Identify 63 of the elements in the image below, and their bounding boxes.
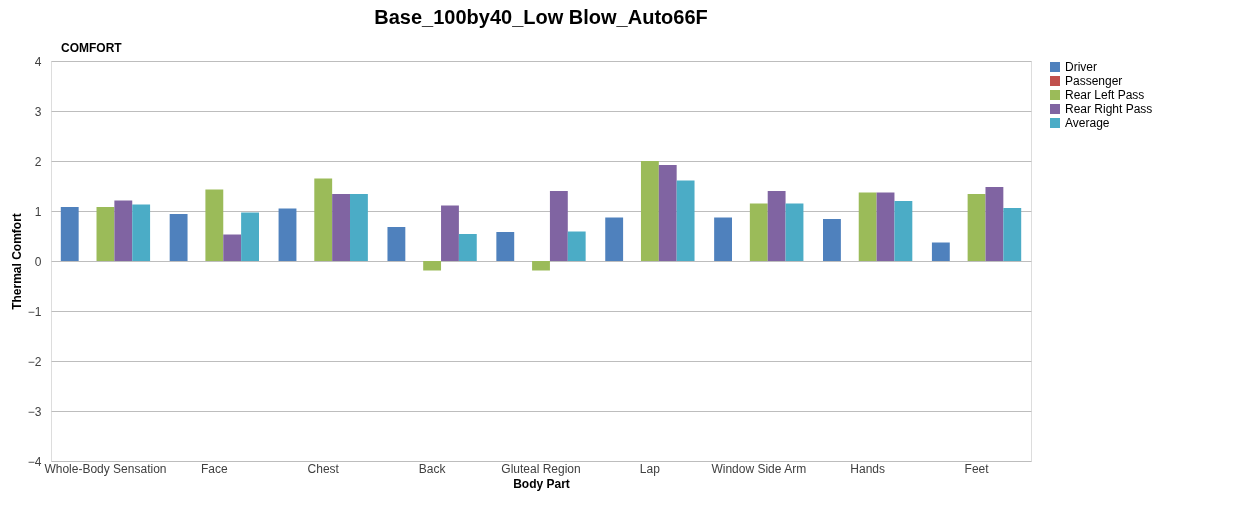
bar bbox=[332, 194, 351, 261]
legend-label: Average bbox=[1065, 116, 1110, 130]
y-tick-label: −2 bbox=[27, 354, 42, 369]
x-tick-label: Feet bbox=[964, 461, 990, 476]
y-tick-label: −3 bbox=[27, 404, 42, 419]
y-tick-label: 0 bbox=[34, 254, 42, 269]
y-tick-label: 4 bbox=[34, 54, 42, 69]
bar bbox=[223, 234, 242, 261]
bar bbox=[169, 214, 188, 261]
bar bbox=[823, 219, 841, 261]
bar bbox=[605, 217, 624, 261]
text: COMFORT bbox=[61, 41, 123, 55]
x-tick-label: Face bbox=[200, 461, 228, 476]
bar bbox=[132, 204, 151, 261]
x-tick-label: Gluteal Region bbox=[501, 461, 581, 476]
y-axis-title: Thermal Comfort bbox=[9, 213, 24, 310]
bar bbox=[278, 208, 297, 261]
bar bbox=[749, 203, 768, 261]
y-tick-label: 3 bbox=[34, 104, 42, 119]
bar bbox=[458, 234, 477, 261]
bar bbox=[314, 178, 333, 261]
bar bbox=[640, 161, 659, 261]
x-tick-label: Back bbox=[418, 461, 447, 476]
legend-label: Passenger bbox=[1065, 74, 1123, 88]
y-tick-label: −1 bbox=[27, 304, 42, 319]
bar bbox=[441, 205, 459, 261]
chart-title: Base_100by40_Low Blow_Auto66F bbox=[374, 6, 708, 28]
bar bbox=[241, 212, 259, 261]
legend-label: Driver bbox=[1065, 60, 1097, 74]
x-tick-label: Window Side Arm bbox=[711, 461, 807, 476]
bar bbox=[532, 261, 550, 271]
bar bbox=[785, 203, 804, 261]
bar bbox=[496, 232, 515, 261]
bar bbox=[658, 165, 677, 261]
bar bbox=[350, 194, 368, 261]
bar bbox=[387, 227, 406, 261]
bar bbox=[60, 207, 79, 261]
bar bbox=[205, 189, 224, 261]
bar bbox=[676, 180, 695, 261]
bar bbox=[567, 231, 586, 261]
bar bbox=[714, 217, 732, 261]
y-tick-label: 2 bbox=[34, 154, 42, 169]
legend-label: Rear Left Pass bbox=[1065, 88, 1145, 102]
bar bbox=[1003, 208, 1022, 261]
bar bbox=[967, 194, 986, 261]
bar bbox=[985, 187, 1004, 261]
x-tick-label: Chest bbox=[307, 461, 340, 476]
x-tick-label: Lap bbox=[639, 461, 661, 476]
x-axis-title: Body Part bbox=[513, 476, 570, 491]
y-tick-label: 1 bbox=[34, 204, 42, 219]
bar bbox=[767, 191, 786, 261]
bar bbox=[114, 200, 133, 261]
bar bbox=[96, 207, 115, 261]
y-tick-label: −4 bbox=[27, 454, 42, 469]
bar bbox=[931, 242, 950, 261]
bar bbox=[549, 191, 568, 261]
legend-label: Rear Right Pass bbox=[1065, 102, 1153, 116]
x-tick-label: Hands bbox=[850, 461, 886, 476]
bar bbox=[894, 201, 913, 261]
bar bbox=[858, 192, 877, 261]
x-tick-label: Whole-Body Sensation bbox=[44, 461, 167, 476]
bar bbox=[876, 192, 895, 261]
bar bbox=[423, 261, 442, 271]
